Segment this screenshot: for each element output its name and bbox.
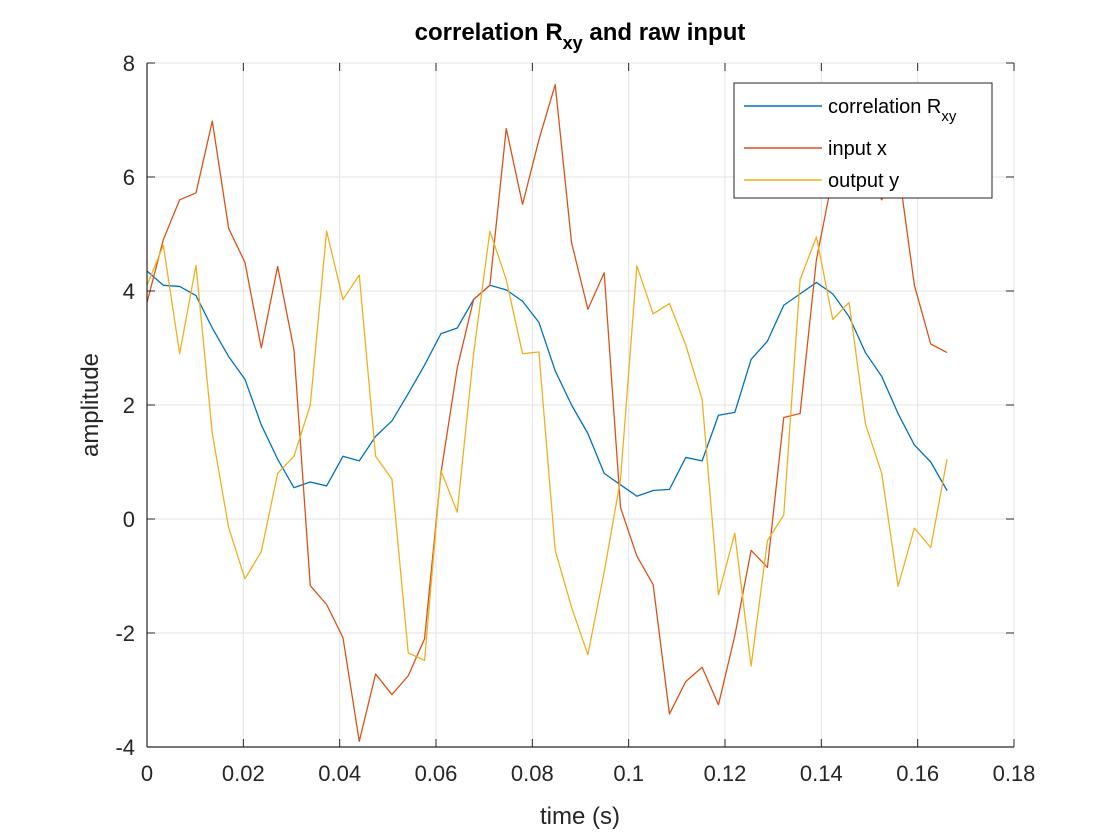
x-tick-label: 0.08 (511, 761, 554, 786)
y-tick-label: 2 (123, 393, 135, 418)
y-tick-label: -4 (115, 735, 135, 760)
y-tick-label: 4 (123, 279, 135, 304)
series-input-line (146, 84, 948, 742)
x-tick-label: 0.02 (222, 761, 265, 786)
legend-label-output: output y (828, 170, 899, 192)
x-tick-label: 0 (141, 761, 153, 786)
x-tick-label: 0.18 (993, 761, 1036, 786)
chart-title-main: correlation R (415, 19, 563, 46)
series-output-line (146, 230, 948, 667)
y-tick-label: -2 (115, 621, 135, 646)
x-tick-label: 0.1 (613, 761, 644, 786)
x-tick-label: 0.06 (415, 761, 458, 786)
x-tick-label: 0.12 (704, 761, 747, 786)
chart-title-subscript: xy (563, 33, 583, 53)
axes (146, 62, 1015, 748)
y-tick-label: 6 (123, 165, 135, 190)
legend-box (733, 82, 993, 199)
x-axis-label: time (s) (540, 803, 620, 830)
x-tick-label: 0.14 (800, 761, 843, 786)
series-correlation-line (146, 270, 948, 497)
legend-label-correlation-main: correlation R (828, 96, 941, 118)
series-lines (146, 84, 948, 742)
tick-labels: 0 0.02 0.04 0.06 0.08 0.1 0.12 0.14 0.16 0.18 -4 -2… (115, 51, 1035, 786)
legend-label-input: input x (828, 138, 887, 160)
legend: correlation Rxy input x output y (733, 82, 993, 199)
y-tick-label: 8 (123, 51, 135, 76)
y-tick-label: 0 (123, 507, 135, 532)
y-axis-label: amplitude (77, 353, 104, 457)
x-tick-label: 0.04 (318, 761, 361, 786)
legend-label-correlation-subscript: xy (941, 108, 957, 125)
chart-title-rest: and raw input (583, 19, 746, 46)
x-tick-label: 0.16 (896, 761, 939, 786)
legend-label-correlation: correlation Rxy (828, 96, 957, 125)
chart-title: correlation Rxy and raw input (415, 19, 746, 53)
